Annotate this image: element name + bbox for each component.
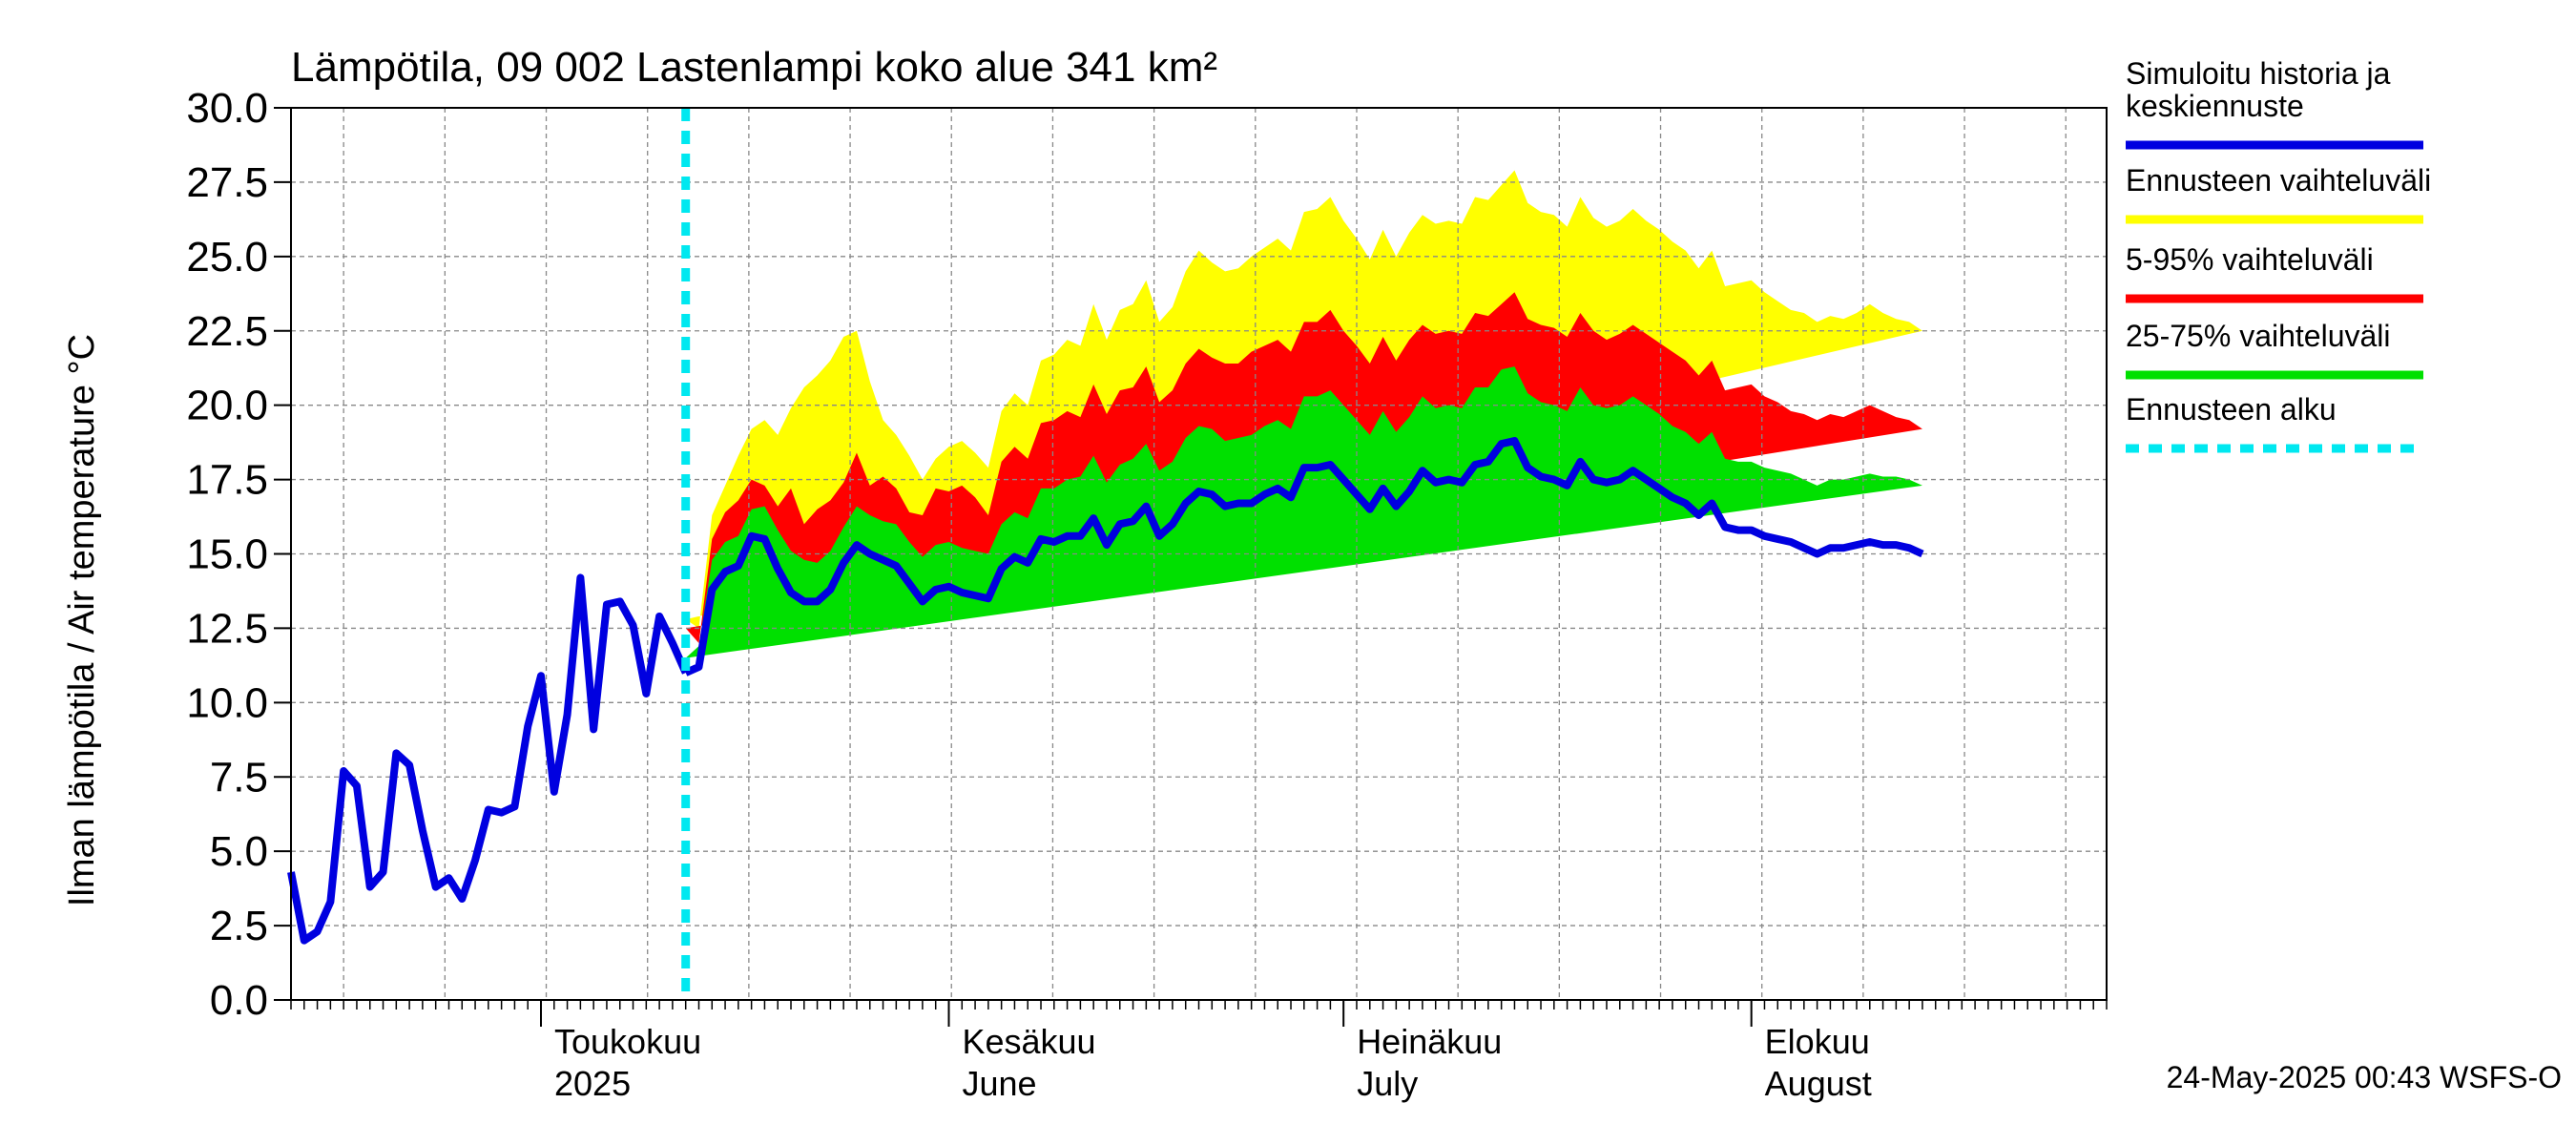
y-tick-label: 22.5 <box>186 308 268 355</box>
y-tick-label: 5.0 <box>210 828 268 875</box>
x-month-sublabel: July <box>1357 1064 1418 1103</box>
x-month-label: Toukokuu <box>554 1022 701 1061</box>
y-tick-label: 20.0 <box>186 383 268 429</box>
history-line <box>287 573 690 945</box>
y-tick-label: 0.0 <box>210 977 268 1024</box>
x-month-sublabel: June <box>962 1064 1036 1103</box>
legend-label: 5-95% vaihteluväli <box>2126 242 2374 277</box>
y-tick-label: 25.0 <box>186 234 268 281</box>
legend-label: Ennusteen alku <box>2126 392 2337 427</box>
y-axis-ticks: 0.0 2.5 5.0 7.5 10.0 12.5 15.0 17.5 20.0 22.5 25.0… <box>186 85 291 1024</box>
legend-label: Simuloitu historia ja <box>2126 56 2391 91</box>
y-tick-label: 10.0 <box>186 679 268 726</box>
y-axis-label: Ilman lämpötila / Air temperature °C <box>62 334 102 906</box>
timestamp-footer: 24-May-2025 00:43 WSFS-O <box>2167 1060 2562 1094</box>
forecast-bands <box>685 170 1922 658</box>
y-tick-label: 30.0 <box>186 85 268 132</box>
y-tick-label: 17.5 <box>186 457 268 504</box>
y-tick-label: 12.5 <box>186 605 268 652</box>
median-forecast-line <box>684 437 1924 677</box>
y-tick-label: 27.5 <box>186 159 268 206</box>
data-lines <box>287 108 1924 1000</box>
legend-label: Ennusteen vaihteluväli <box>2126 163 2431 198</box>
x-month-sublabel: 2025 <box>554 1064 631 1103</box>
y-tick-label: 15.0 <box>186 531 268 578</box>
y-tick-label: 2.5 <box>210 903 268 949</box>
chart-title: Lämpötila, 09 002 Lastenlampi koko alue … <box>291 44 1217 91</box>
x-month-label: Kesäkuu <box>962 1022 1095 1061</box>
x-month-label: Heinäkuu <box>1357 1022 1502 1061</box>
x-month-sublabel: August <box>1765 1064 1872 1103</box>
legend-label: keskiennuste <box>2126 89 2304 123</box>
y-tick-label: 7.5 <box>210 754 268 801</box>
legend-label: 25-75% vaihteluväli <box>2126 319 2391 353</box>
x-month-label: Elokuu <box>1765 1022 1870 1061</box>
